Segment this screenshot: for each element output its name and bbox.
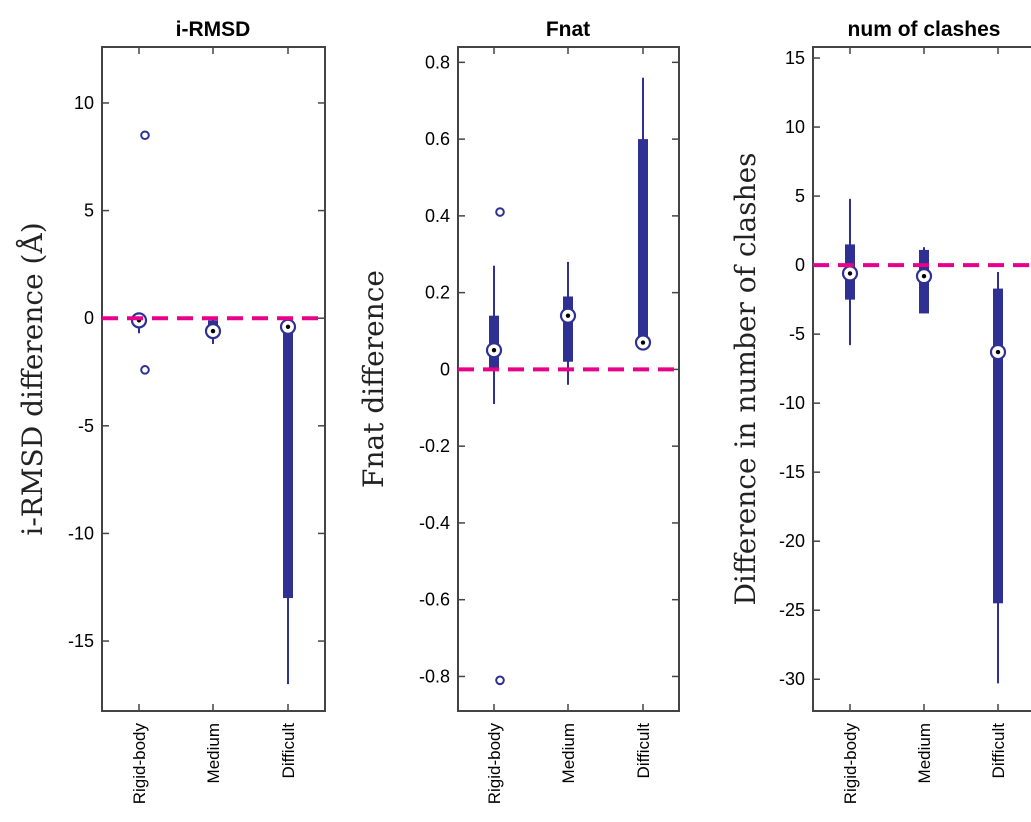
median-dot [210, 328, 216, 334]
y-tick-label: -5 [78, 416, 94, 436]
x-category-label: Rigid-body [841, 723, 860, 805]
median-dot [491, 348, 497, 353]
chart-title: Fnat [546, 18, 590, 41]
chart-panel-2: -0.8 -0.6 -0.4 -0.2 0 0.2 0.4 0.6 0.8 Rigid-body M… [357, 18, 680, 805]
axes-frame [812, 46, 1031, 712]
x-category-label: Difficult [279, 723, 298, 779]
x-category-label: Difficult [634, 723, 653, 779]
y-tick-label: 0.8 [425, 52, 450, 72]
y-tick-label: 0 [440, 359, 450, 379]
y-tick-label: -15 [779, 462, 805, 482]
x-category-label: Difficult [989, 723, 1008, 779]
y-tick-label: -0.4 [419, 513, 450, 533]
y-tick-label: 0 [84, 308, 94, 328]
y-tick-label: 10 [74, 93, 94, 113]
y-tick-label: 5 [84, 201, 94, 221]
y-tick-label: 0.4 [425, 206, 450, 226]
box-iqr [638, 139, 648, 343]
outlier-point [495, 207, 505, 217]
box-difficult [989, 272, 1007, 684]
box-medium [559, 261, 577, 385]
y-tick-label: -25 [779, 600, 805, 620]
box-difficult [279, 318, 297, 685]
median-dot [565, 313, 571, 318]
x-category-label: Rigid-body [485, 723, 504, 805]
y-tick-label: -0.8 [419, 666, 450, 686]
y-tick-label: -0.6 [419, 590, 450, 610]
median-dot [640, 340, 646, 345]
y-tick-label: -5 [789, 324, 805, 344]
y-tick-label: -10 [779, 393, 805, 413]
median-dot [995, 349, 1001, 355]
box-medium [915, 247, 933, 314]
x-category-label: Medium [559, 723, 578, 783]
y-axis-label: Difference in number of clashes [729, 152, 762, 605]
median-dot [921, 273, 927, 279]
box-medium [204, 318, 222, 345]
outlier-point [140, 130, 150, 141]
y-tick-label: 0 [795, 255, 805, 275]
y-tick-label: 0.6 [425, 129, 450, 149]
x-category-label: Medium [915, 723, 934, 783]
chart-panel-1: -15 -10 -5 0 5 10 Rigid-body Medium Difficult i-R… [16, 18, 326, 805]
box-rigid-body [841, 198, 859, 346]
x-category-label: Medium [204, 723, 223, 783]
chart-title: num of clashes [848, 18, 1001, 41]
median-dot [847, 271, 853, 276]
box-iqr [563, 296, 573, 362]
box-rigid-body [130, 130, 150, 375]
y-tick-label: -10 [68, 523, 94, 543]
y-tick-label: 5 [795, 186, 805, 206]
y-tick-label: -20 [779, 531, 805, 551]
box-iqr [993, 288, 1003, 604]
y-tick-label: -30 [779, 669, 805, 689]
outlier-point [140, 365, 150, 375]
chart-panel-3: -30 -25 -20 -15 -10 -5 0 5 10 15 Rigid-body Medium D… [729, 18, 1031, 804]
y-axis-label: Fnat difference [357, 270, 390, 488]
box-difficult [634, 77, 652, 351]
y-tick-label: -0.2 [419, 436, 450, 456]
chart-title: i-RMSD [176, 18, 251, 41]
y-axis-label: i-RMSD difference (Å) [16, 222, 49, 535]
box-rigid-body [485, 207, 505, 686]
outlier-point [495, 675, 505, 686]
x-category-label: Rigid-body [130, 723, 149, 805]
y-tick-label: -15 [68, 631, 94, 651]
box-iqr [283, 322, 293, 599]
y-tick-label: 15 [785, 48, 805, 68]
y-tick-label: 0.2 [425, 283, 450, 303]
y-tick-label: 10 [785, 117, 805, 137]
median-dot [285, 324, 291, 330]
